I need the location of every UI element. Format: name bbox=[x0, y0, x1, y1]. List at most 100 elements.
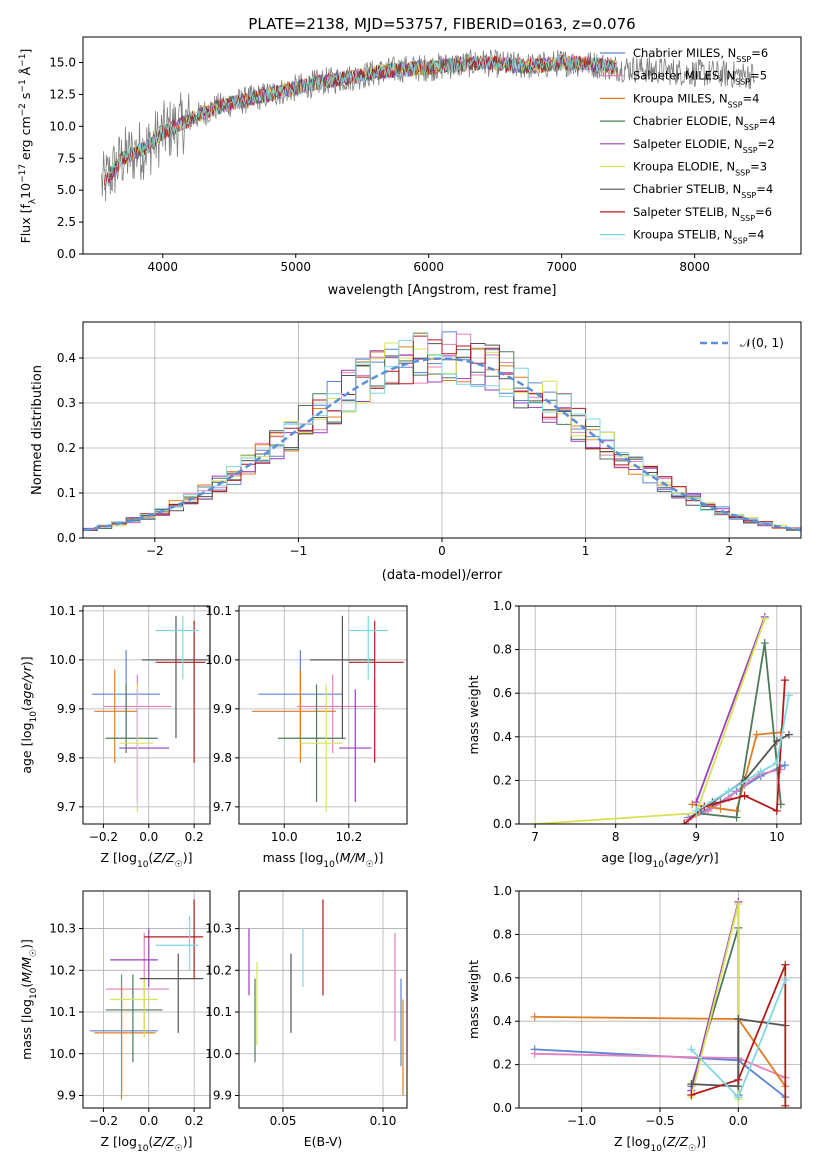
y-tick-label: 0.3 bbox=[57, 396, 76, 410]
y-tick-label: 9.8 bbox=[57, 751, 76, 765]
y-tick-label: 9.9 bbox=[57, 1088, 76, 1102]
mass-weight-marker bbox=[781, 975, 790, 984]
mass-weight-marker bbox=[531, 820, 540, 824]
y-tick-label: 0.8 bbox=[493, 643, 512, 657]
x-axis-label: E(B-V) bbox=[304, 1134, 343, 1149]
mass-weight-series-line bbox=[696, 642, 782, 819]
mass-weight-marker bbox=[530, 1012, 539, 1021]
y-tick-label: 9.9 bbox=[213, 1088, 232, 1102]
legend-entry: Salpeter MILES, NSSP=5 bbox=[633, 69, 767, 87]
spectrum-y-axis-label: Flux [fλ10−17 erg cm−2 s−1 Å−1] bbox=[18, 49, 38, 244]
mass-weight-marker bbox=[687, 1080, 696, 1089]
x-tick-label: 0.10 bbox=[370, 1114, 397, 1128]
mass-weight-marker bbox=[740, 791, 749, 800]
x-tick-label: 10.0 bbox=[271, 830, 298, 844]
y-tick-label: 10.1 bbox=[49, 1005, 76, 1019]
legend-entry: Chabrier ELODIE, NSSP=4 bbox=[633, 114, 776, 132]
mass-weight-marker bbox=[784, 730, 793, 739]
legend-entry: Kroupa STELIB, NSSP=4 bbox=[633, 228, 764, 246]
y-tick-label: 10.0 bbox=[49, 653, 76, 667]
y-tick-label: 0.0 bbox=[57, 531, 76, 545]
x-tick-label: −0.2 bbox=[89, 830, 118, 844]
mass-weight-marker bbox=[772, 737, 781, 746]
mass-weight-marker bbox=[688, 800, 697, 809]
axes-frame bbox=[82, 36, 802, 255]
y-tick-label: 9.7 bbox=[213, 800, 232, 814]
x-axis-label: Z [log10(Z/Z☉)] bbox=[100, 1134, 192, 1154]
x-tick-label: −0.2 bbox=[89, 1114, 118, 1128]
x-tick-label: 0 bbox=[438, 544, 446, 558]
x-tick-label: 1 bbox=[582, 544, 590, 558]
y-tick-label: 10.2 bbox=[49, 963, 76, 977]
mass-weight-marker bbox=[687, 1045, 696, 1054]
y-axis-label: mass [log10(M/M☉)] bbox=[19, 939, 39, 1060]
mass-weight-marker bbox=[776, 800, 785, 809]
x-tick-label: 0.2 bbox=[185, 1114, 204, 1128]
x-tick-label: 4000 bbox=[148, 260, 179, 274]
y-tick-label: 5.0 bbox=[57, 183, 76, 197]
y-tick-label: 10.1 bbox=[205, 604, 232, 618]
y-tick-label: 1.0 bbox=[493, 884, 512, 898]
axes-frame bbox=[238, 890, 408, 1109]
y-tick-label: 2.5 bbox=[57, 215, 76, 229]
axes-frame bbox=[82, 890, 211, 1109]
mass-weight-marker bbox=[781, 1101, 790, 1108]
spectrum-x-axis-label: wavelength [Angstrom, rest frame] bbox=[328, 283, 557, 298]
mass-weight-marker bbox=[530, 1049, 539, 1058]
mass-weight-marker bbox=[772, 806, 781, 815]
mass-weight-series-line bbox=[687, 768, 782, 821]
mass-weight-marker bbox=[752, 730, 761, 739]
y-tick-label: 0.2 bbox=[493, 773, 512, 787]
age-vs-Z-panel: −0.2 0.0 0.2 9.7 9.8 9.9 10.0 10.1 Z [log10(Z/Z☉… bbox=[19, 604, 211, 870]
y-tick-label: 0.4 bbox=[57, 351, 76, 365]
mass-weight-marker bbox=[692, 806, 701, 815]
y-tick-label: 0.6 bbox=[493, 971, 512, 985]
mass-weight-marker bbox=[724, 787, 733, 796]
y-tick-label: 0.8 bbox=[493, 927, 512, 941]
mass-weight-marker bbox=[732, 813, 741, 822]
y-tick-label: 0.6 bbox=[493, 686, 512, 700]
y-tick-label: 0.4 bbox=[493, 730, 512, 744]
age-vs-mass-panel: 10.0 10.2 9.7 9.8 9.9 10.0 10.1 mass [log10(M/M… bbox=[205, 604, 408, 870]
legend-entry: Kroupa MILES, NSSP=4 bbox=[633, 91, 759, 109]
y-tick-label: 0.0 bbox=[493, 1101, 512, 1115]
x-tick-label: 10.2 bbox=[335, 830, 362, 844]
x-tick-label: 0.2 bbox=[185, 830, 204, 844]
x-tick-label: 0.0 bbox=[729, 1114, 748, 1128]
x-tick-label: 9 bbox=[692, 830, 700, 844]
mass-weight-series-line bbox=[695, 616, 766, 803]
y-tick-label: 0.2 bbox=[493, 1058, 512, 1072]
y-tick-label: 10.1 bbox=[205, 1005, 232, 1019]
axes-frame bbox=[238, 605, 408, 825]
x-tick-label: −2 bbox=[146, 544, 164, 558]
x-tick-label: 5000 bbox=[280, 260, 311, 274]
histogram-steps bbox=[83, 331, 801, 538]
y-tick-label: 9.7 bbox=[57, 800, 76, 814]
y-tick-label: 0.0 bbox=[57, 247, 76, 261]
x-axis-label: age [log10(age/yr)] bbox=[601, 850, 718, 870]
legend-entry: 𝒩(0, 1) bbox=[740, 336, 784, 350]
x-tick-label: 2 bbox=[725, 544, 733, 558]
y-axis-label: mass weight bbox=[466, 960, 481, 1039]
x-tick-label: 7 bbox=[531, 830, 539, 844]
figure-title: PLATE=2138, MJD=53757, FIBERID=0163, z=0… bbox=[248, 15, 635, 33]
y-tick-label: 15.0 bbox=[49, 56, 76, 70]
axes-frame bbox=[518, 605, 802, 825]
y-tick-label: 12.5 bbox=[49, 87, 76, 101]
x-tick-label: 7000 bbox=[546, 260, 577, 274]
mass-weight-marker bbox=[734, 1015, 743, 1024]
y-tick-label: 10.1 bbox=[49, 604, 76, 618]
y-tick-label: 9.9 bbox=[57, 702, 76, 716]
mass-weight-marker bbox=[692, 798, 701, 807]
mass-weight-series-line bbox=[690, 903, 740, 1100]
mass-weight-vs-age-panel: 7 8 9 10 0.0 0.2 0.4 0.6 0.8 1.0 age [log10(age/yr… bbox=[466, 599, 802, 870]
y-tick-label: 10.3 bbox=[205, 922, 232, 936]
mass-weight-marker bbox=[687, 1090, 696, 1099]
mass-weight-marker bbox=[760, 615, 769, 624]
residual-distribution-panel: −2 −1 0 1 2 0.0 0.1 0.2 0.3 0.4 (data-model)/error… bbox=[30, 321, 802, 583]
y-tick-label: 10.0 bbox=[205, 653, 232, 667]
axes-frame bbox=[82, 605, 211, 825]
error-bars bbox=[251, 615, 404, 812]
model-spectrum-line bbox=[103, 54, 618, 187]
